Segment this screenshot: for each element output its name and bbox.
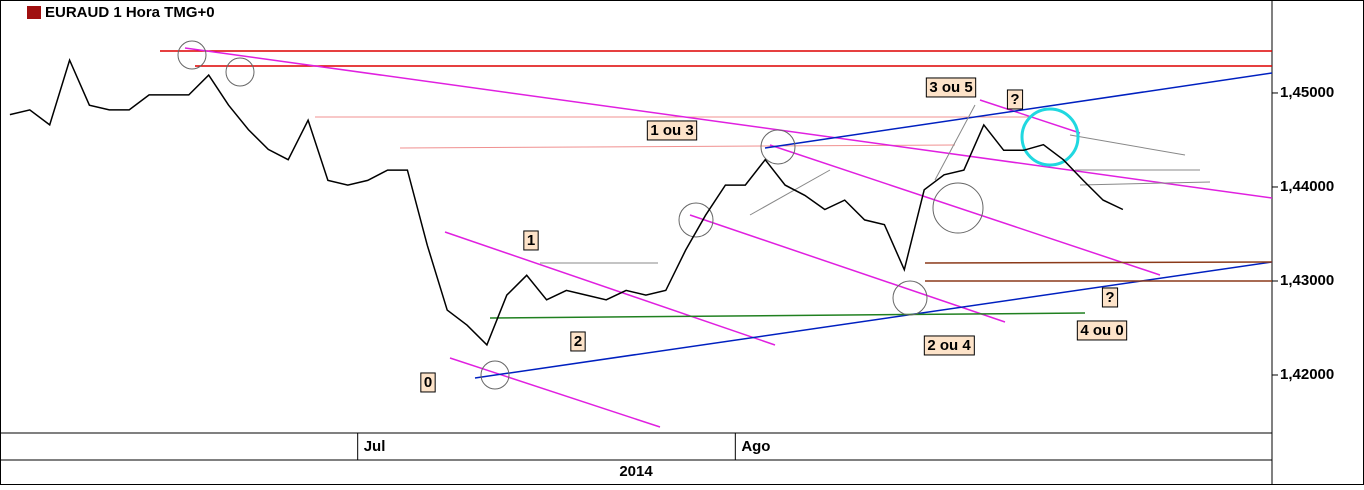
x-tick-label: Ago [741,438,770,455]
y-tick-label: 1,44000 [1280,178,1334,195]
annotation-box [1076,320,1128,341]
annotation-box [1101,287,1119,308]
annotation-label: 2 ou 4 [927,337,971,354]
annotation-label: ? [1105,289,1114,306]
annotation-label: 1 [527,232,535,249]
annotation-label: 2 [574,333,582,350]
annotation-label: 3 ou 5 [929,79,972,96]
annotation-box [420,372,436,393]
annotation: ? [1006,89,1024,110]
annotation-label: 4 ou 0 [1080,322,1123,339]
chart-title: EURAUD 1 Hora TMG+0 [45,4,215,21]
annotation-box [1006,89,1024,110]
annotation-box [923,335,975,356]
annotation: 1 [523,230,539,251]
annotation-label: ? [1010,91,1019,108]
annotation-label: 0 [424,374,432,391]
annotation: 4 ou 0 [1076,320,1128,341]
annotation: 2 [570,331,586,352]
drawings [160,40,1273,428]
fx-icon [27,6,41,19]
annotation-box [925,77,977,98]
annotation: 3 ou 5 [925,77,977,98]
y-tick-label: 1,45000 [1280,84,1334,101]
y-tick-label: 1,42000 [1280,366,1334,383]
annotation: ? [1101,287,1119,308]
annotation-label: 1 ou 3 [650,122,693,139]
y-tick-label: 1,43000 [1280,272,1334,289]
x-tick-label: Jul [364,438,386,455]
annotation: 1 ou 3 [646,120,698,141]
annotation: 2 ou 4 [923,335,975,356]
annotation: 0 [420,372,436,393]
annotation-box [523,230,539,251]
annotation-box [646,120,698,141]
x-sublabel: 2014 [619,463,653,480]
annotation-box [570,331,586,352]
price-line [9,57,1124,347]
